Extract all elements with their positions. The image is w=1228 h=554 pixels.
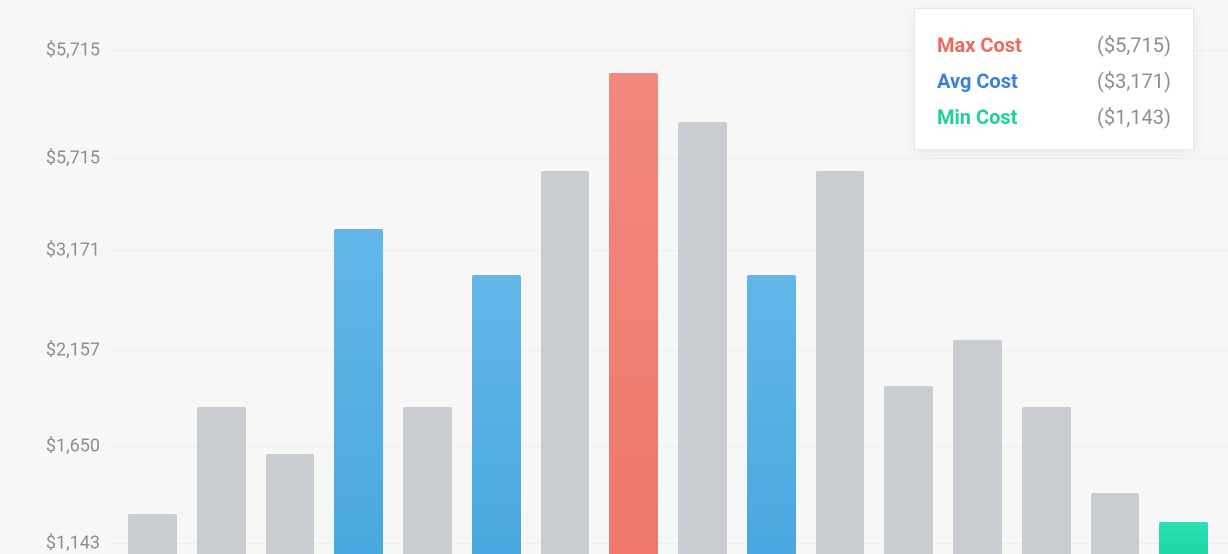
legend-row-avg: Avg Cost ($3,171) [937, 63, 1171, 99]
legend-value-max: ($5,715) [1097, 33, 1171, 57]
y-tick-label: $2,157 [0, 340, 100, 361]
bar [197, 407, 246, 554]
legend-label-min: Min Cost [937, 105, 1017, 129]
legend-value-avg: ($3,171) [1097, 69, 1171, 93]
bar [678, 122, 727, 554]
legend-value-min: ($1,143) [1097, 105, 1171, 129]
legend-label-max: Max Cost [937, 33, 1022, 57]
bar [747, 275, 796, 554]
bar [266, 454, 315, 554]
y-tick-label: $3,171 [0, 240, 100, 261]
bar [541, 171, 590, 554]
y-tick-label: $1,650 [0, 436, 100, 457]
bar [816, 171, 865, 554]
legend-row-max: Max Cost ($5,715) [937, 27, 1171, 63]
bar [884, 386, 933, 554]
cost-bar-chart: $5,715 $5,715 $3,171 $2,157 $1,650 $1,14… [0, 0, 1228, 554]
bar [1159, 522, 1208, 554]
y-tick-label: $1,143 [0, 533, 100, 554]
bar [1091, 493, 1140, 554]
bar [403, 407, 452, 554]
bar [609, 73, 658, 554]
legend-card: Max Cost ($5,715) Avg Cost ($3,171) Min … [914, 8, 1194, 150]
bar [953, 340, 1002, 554]
y-tick-label: $5,715 [0, 40, 100, 61]
bar [128, 514, 177, 554]
y-axis: $5,715 $5,715 $3,171 $2,157 $1,650 $1,14… [0, 0, 108, 554]
legend-row-min: Min Cost ($1,143) [937, 99, 1171, 135]
bar [472, 275, 521, 554]
bar [1022, 407, 1071, 554]
bar [334, 229, 383, 554]
y-tick-label: $5,715 [0, 148, 100, 169]
legend-label-avg: Avg Cost [937, 69, 1018, 93]
